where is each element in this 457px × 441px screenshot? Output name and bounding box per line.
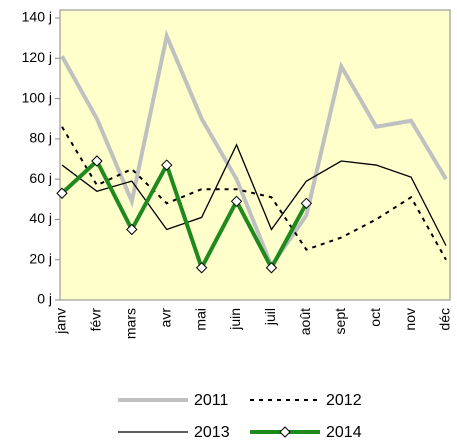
legend-label: 2014 [326, 424, 362, 441]
x-tick-label: juil [262, 308, 278, 326]
series-line [61, 126, 447, 261]
series-line [61, 143, 447, 246]
x-tick-label: mai [192, 308, 208, 331]
data-marker [195, 262, 208, 274]
series-line [60, 29, 448, 270]
y-tick-label: 60 j [29, 170, 52, 186]
y-tick-label: 40 j [29, 210, 52, 226]
x-tick-label: août [297, 308, 313, 335]
x-tick-label: déc [437, 308, 453, 331]
data-marker [56, 187, 68, 199]
x-tick-label: sept [332, 308, 348, 335]
y-tick-label: 100 j [22, 89, 52, 105]
series-line [60, 157, 309, 273]
x-tick-label: févr [88, 308, 104, 332]
x-tick-label: mars [123, 308, 139, 339]
data-marker [265, 262, 278, 274]
y-tick-label: 20 j [29, 250, 52, 266]
x-tick-label: avr [157, 308, 173, 328]
y-tick-label: 120 j [22, 49, 52, 65]
legend-label: 2011 [194, 392, 229, 409]
plot-area [59, 9, 451, 301]
y-tick-label: 80 j [29, 130, 52, 146]
data-marker [126, 223, 138, 236]
x-tick-label: oct [367, 308, 383, 327]
data-marker [300, 197, 313, 210]
data-marker [230, 195, 243, 208]
x-tick-label: nov [402, 308, 418, 331]
y-tick-label: 0 j [37, 291, 52, 307]
legend-label: 2013 [194, 424, 230, 441]
data-marker [91, 155, 103, 167]
x-tick-label: janv [53, 308, 69, 335]
legend-marker [279, 426, 291, 438]
legend-label: 2012 [326, 392, 362, 409]
data-marker [161, 159, 173, 171]
y-tick-label: 140 j [22, 9, 52, 25]
x-tick-label: juin [227, 308, 243, 331]
